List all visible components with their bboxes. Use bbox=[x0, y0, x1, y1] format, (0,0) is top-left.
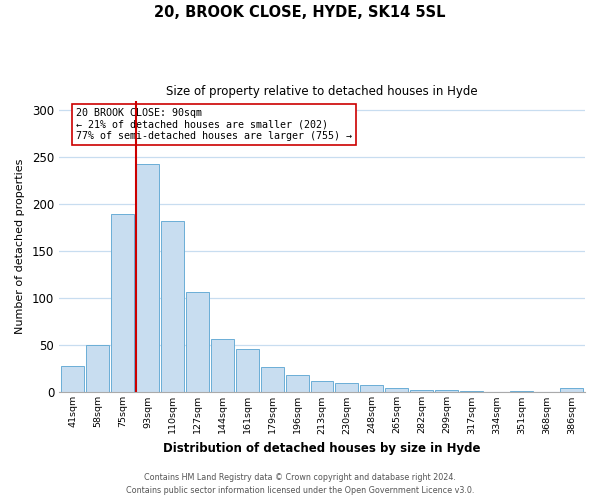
Bar bbox=[61, 366, 84, 392]
Bar bbox=[261, 367, 284, 392]
Bar bbox=[560, 388, 583, 392]
Text: 20 BROOK CLOSE: 90sqm
← 21% of detached houses are smaller (202)
77% of semi-det: 20 BROOK CLOSE: 90sqm ← 21% of detached … bbox=[76, 108, 352, 142]
Bar bbox=[361, 385, 383, 392]
Title: Size of property relative to detached houses in Hyde: Size of property relative to detached ho… bbox=[166, 85, 478, 98]
Bar bbox=[435, 390, 458, 392]
Bar bbox=[385, 388, 408, 392]
Bar bbox=[286, 376, 308, 392]
Bar bbox=[311, 381, 334, 392]
Bar bbox=[136, 164, 159, 392]
Bar bbox=[111, 214, 134, 392]
Bar bbox=[186, 292, 209, 392]
Y-axis label: Number of detached properties: Number of detached properties bbox=[15, 159, 25, 334]
Text: 20, BROOK CLOSE, HYDE, SK14 5SL: 20, BROOK CLOSE, HYDE, SK14 5SL bbox=[154, 5, 446, 20]
Bar bbox=[211, 338, 234, 392]
Bar bbox=[335, 383, 358, 392]
Text: Contains HM Land Registry data © Crown copyright and database right 2024.
Contai: Contains HM Land Registry data © Crown c… bbox=[126, 474, 474, 495]
Bar bbox=[161, 221, 184, 392]
X-axis label: Distribution of detached houses by size in Hyde: Distribution of detached houses by size … bbox=[163, 442, 481, 455]
Bar bbox=[236, 349, 259, 393]
Bar bbox=[86, 346, 109, 393]
Bar bbox=[410, 390, 433, 392]
